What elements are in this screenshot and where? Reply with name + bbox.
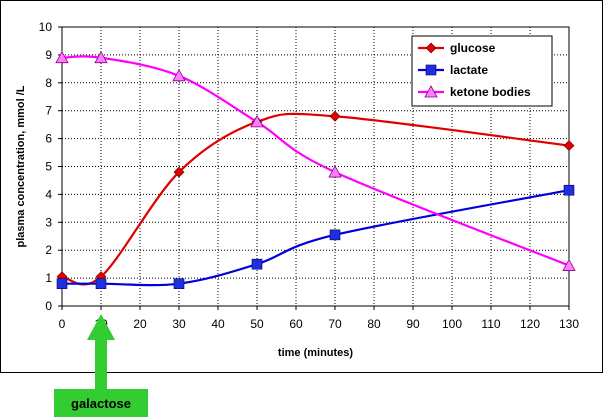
data-point-ketone-bodies bbox=[172, 68, 186, 82]
x-tick-label: 60 bbox=[289, 317, 303, 331]
data-point-ketone-bodies bbox=[55, 50, 69, 64]
x-tick-label: 110 bbox=[481, 317, 500, 331]
grid bbox=[62, 26, 570, 306]
legend-item-glucose: glucose bbox=[418, 41, 496, 55]
y-tick-label: 7 bbox=[45, 104, 52, 118]
x-axis-label: time (minutes) bbox=[278, 347, 354, 359]
y-tick-label: 2 bbox=[45, 243, 52, 257]
x-tick-label: 20 bbox=[133, 317, 147, 331]
y-tick-label: 10 bbox=[39, 20, 53, 34]
data-point-lactate bbox=[95, 278, 107, 289]
x-tick-label: 40 bbox=[211, 317, 225, 331]
arrow-shaft bbox=[95, 338, 107, 394]
x-tick-label: 50 bbox=[250, 317, 264, 331]
x-tick-label: 70 bbox=[328, 317, 342, 331]
galactose-label: galactose bbox=[71, 396, 131, 411]
x-tick-label: 90 bbox=[406, 317, 420, 331]
x-tick-label: 0 bbox=[59, 317, 66, 331]
data-point-ketone-bodies bbox=[94, 50, 108, 64]
series-lactate bbox=[56, 184, 575, 289]
legend-label: lactate bbox=[450, 63, 488, 77]
x-tick-label: 100 bbox=[442, 317, 462, 331]
y-tick-label: 6 bbox=[45, 132, 52, 146]
y-tick-label: 9 bbox=[45, 48, 52, 62]
legend-marker bbox=[425, 42, 437, 54]
legend-item-lactate: lactate bbox=[418, 63, 488, 77]
legend-item-ketone-bodies: ketone bodies bbox=[418, 85, 531, 99]
y-tick-label: 8 bbox=[45, 76, 52, 90]
series-ketone-bodies bbox=[55, 50, 576, 271]
data-point-glucose bbox=[329, 110, 341, 122]
data-point-ketone-bodies bbox=[250, 115, 264, 128]
x-tick-label: 80 bbox=[367, 317, 381, 331]
y-tick-label: 1 bbox=[45, 271, 52, 285]
x-tick-label: 120 bbox=[520, 317, 540, 331]
data-point-ketone-bodies bbox=[562, 258, 576, 271]
data-point-lactate bbox=[251, 258, 263, 270]
y-axis-label: plasma concentration, mmol /L bbox=[15, 85, 27, 247]
data-point-glucose bbox=[173, 166, 185, 178]
x-tick-label: 30 bbox=[172, 317, 186, 331]
series-group bbox=[55, 50, 576, 289]
data-point-lactate bbox=[329, 229, 341, 241]
data-point-lactate bbox=[173, 278, 185, 289]
arrow-head bbox=[87, 314, 115, 340]
data-point-lactate bbox=[563, 184, 575, 196]
legend-marker bbox=[425, 64, 437, 76]
galactose-annotation: galactose bbox=[54, 314, 148, 417]
legend: glucose lactate ketone bodies bbox=[411, 35, 553, 107]
data-point-lactate bbox=[56, 278, 68, 289]
y-axis-ticks: 0 1 2 3 4 5 6 7 8 9 10 bbox=[39, 20, 62, 313]
y-tick-label: 3 bbox=[45, 215, 52, 229]
legend-marker bbox=[424, 85, 438, 98]
x-tick-label: 130 bbox=[559, 317, 579, 331]
data-point-ketone-bodies bbox=[328, 165, 342, 178]
y-tick-label: 0 bbox=[45, 299, 52, 313]
y-tick-label: 5 bbox=[45, 160, 52, 174]
legend-label: ketone bodies bbox=[450, 85, 531, 99]
legend-label: glucose bbox=[450, 41, 496, 55]
y-tick-label: 4 bbox=[45, 187, 52, 201]
data-point-glucose bbox=[563, 140, 575, 151]
